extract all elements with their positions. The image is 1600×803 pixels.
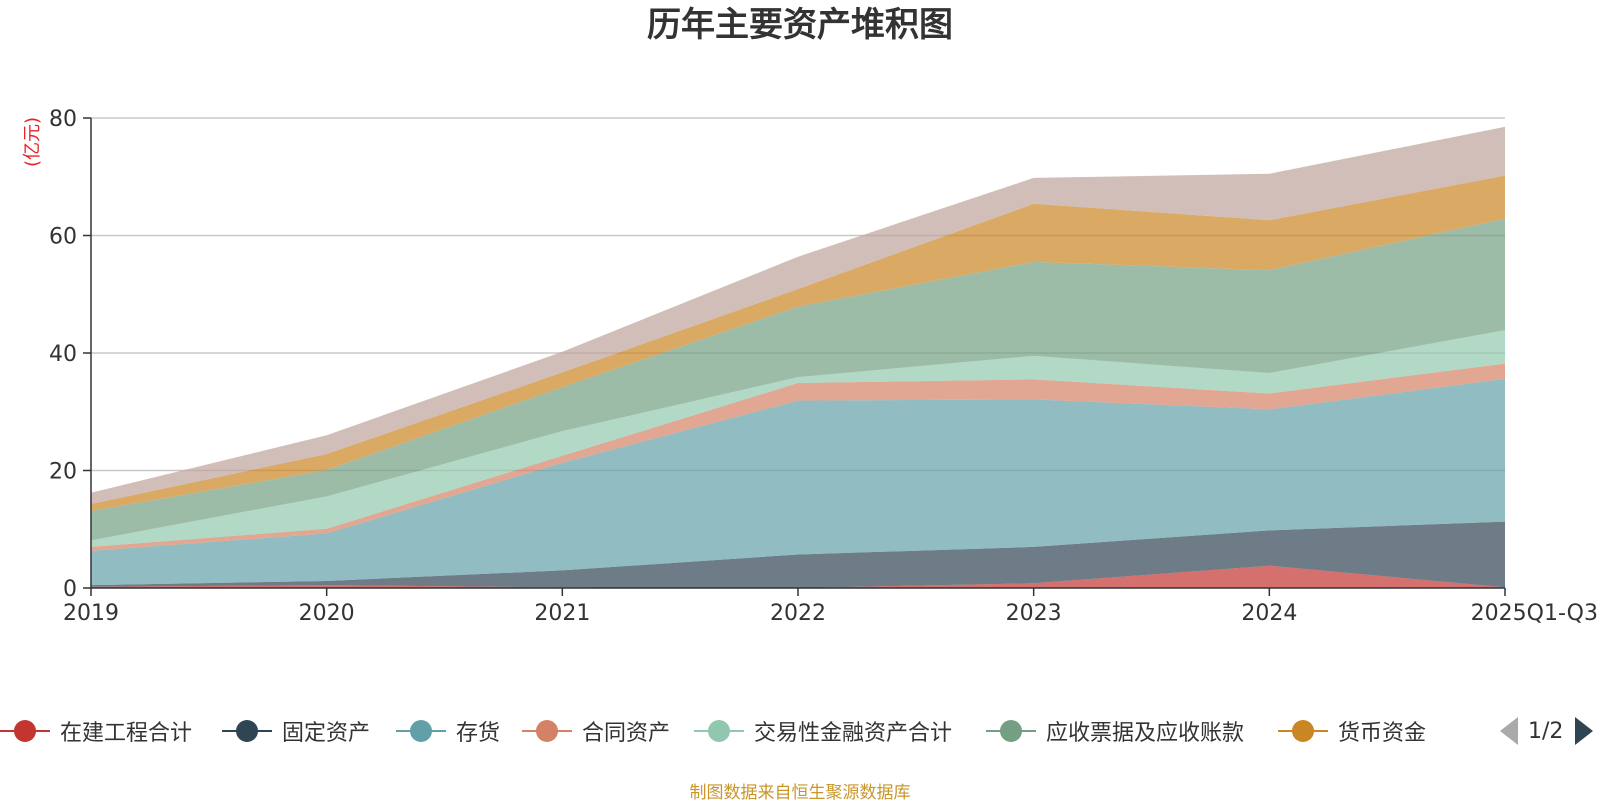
stacked-area-chart: 0 20 40 60 80 2019 2020 2021 2022 2023 2024 2025Q1-… bbox=[22, 107, 1598, 626]
legend-marker-icon bbox=[694, 712, 744, 750]
area-series bbox=[91, 126, 1505, 588]
x-tick-label: 2022 bbox=[770, 601, 826, 626]
x-tick-label: 2023 bbox=[1006, 601, 1062, 626]
area-series-7[interactable] bbox=[91, 126, 1505, 505]
y-axis-unit-label: (亿元) bbox=[22, 117, 43, 167]
legend-item[interactable]: 在建工程合计 bbox=[0, 712, 192, 750]
legend-item[interactable]: 交易性金融资产合计 bbox=[694, 712, 952, 750]
legend-item[interactable]: 固定资产 bbox=[222, 712, 370, 750]
area-series-3[interactable] bbox=[91, 363, 1505, 551]
area-series-4[interactable] bbox=[91, 330, 1505, 547]
area-series-5[interactable] bbox=[91, 218, 1505, 541]
area-series-1[interactable] bbox=[91, 521, 1505, 588]
legend-label: 交易性金融资产合计 bbox=[754, 721, 953, 746]
x-tick-label: 2020 bbox=[299, 601, 355, 626]
legend-marker-icon bbox=[0, 712, 50, 750]
legend-label: 合同资产 bbox=[582, 721, 671, 746]
axes bbox=[83, 117, 1506, 596]
legend-pager: 1/2 bbox=[1500, 712, 1594, 750]
legend-label: 应收票据及应收账款 bbox=[1046, 721, 1245, 746]
legend-item[interactable]: 应收票据及应收账款 bbox=[986, 712, 1244, 750]
y-tick-label: 60 bbox=[49, 225, 77, 250]
area-series-2[interactable] bbox=[91, 378, 1505, 586]
legend-marker-icon bbox=[986, 712, 1036, 750]
area-series-6[interactable] bbox=[91, 175, 1505, 511]
x-tick-label: 2024 bbox=[1241, 601, 1297, 626]
legend-marker-icon bbox=[396, 712, 446, 750]
legend-item[interactable]: 合同资产 bbox=[522, 712, 670, 750]
tick-labels: 0 20 40 60 80 2019 2020 2021 2022 2023 2024 2025Q1-… bbox=[49, 107, 1598, 626]
legend-marker-icon bbox=[522, 712, 572, 750]
y-tick-label: 20 bbox=[49, 460, 77, 485]
legend-item[interactable]: 货币资金 bbox=[1278, 712, 1426, 750]
x-tick-label: 2019 bbox=[63, 601, 119, 626]
legend-label: 固定资产 bbox=[282, 721, 371, 746]
legend-next-page-icon[interactable] bbox=[1575, 717, 1594, 745]
y-tick-label: 40 bbox=[49, 342, 77, 367]
x-tick-label: 2025Q1-Q3 bbox=[1471, 601, 1598, 626]
legend-prev-page-icon[interactable] bbox=[1500, 717, 1518, 745]
legend-label: 存货 bbox=[456, 721, 501, 746]
y-tick-label: 0 bbox=[63, 577, 77, 602]
y-tick-label: 80 bbox=[49, 107, 77, 132]
legend-label: 在建工程合计 bbox=[60, 721, 193, 746]
legend-label: 货币资金 bbox=[1338, 721, 1427, 746]
legend-page-indicator: 1/2 bbox=[1528, 718, 1564, 744]
legend-marker-icon bbox=[222, 712, 272, 750]
legend-marker-icon bbox=[1278, 712, 1328, 750]
legend: 在建工程合计 固定资产 存货 合同资产 交易性金融资产合计 应收票据及应收账款 货币资金 1… bbox=[0, 712, 1600, 750]
x-tick-label: 2021 bbox=[534, 601, 590, 626]
area-series-0[interactable] bbox=[91, 565, 1505, 588]
chart-title: 历年主要资产堆积图 bbox=[647, 5, 953, 45]
legend-item[interactable]: 存货 bbox=[396, 712, 500, 750]
source-note: 制图数据来自恒生聚源数据库 bbox=[689, 783, 911, 803]
